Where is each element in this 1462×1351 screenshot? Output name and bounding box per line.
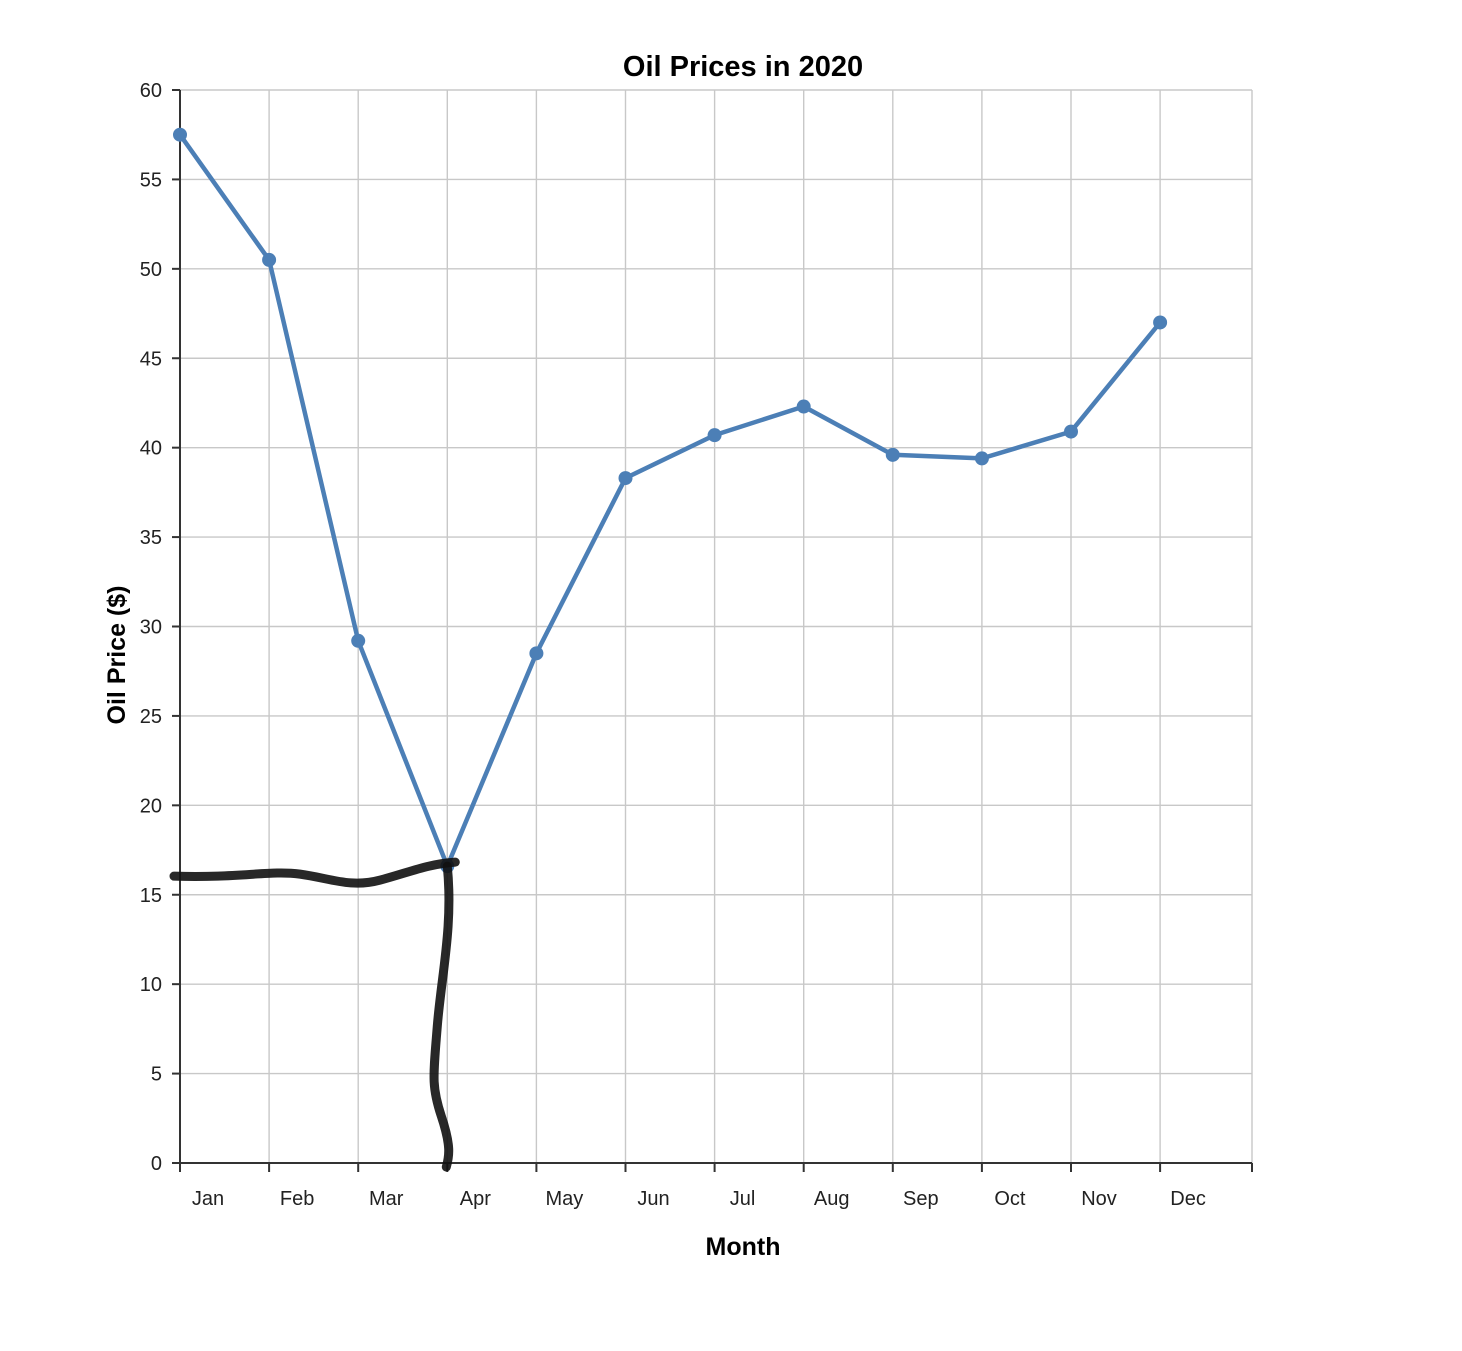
data-point	[173, 127, 187, 142]
hand-drawn-annotation	[169, 857, 460, 1172]
x-tick-label: Mar	[369, 1188, 404, 1210]
data-point	[707, 428, 722, 443]
data-point	[618, 471, 633, 486]
y-tick-label: 5	[151, 1064, 162, 1086]
x-tick-label: Feb	[280, 1188, 314, 1210]
x-tick-label: Sep	[903, 1188, 939, 1210]
y-tick-label: 60	[140, 80, 162, 102]
x-tick-label: Jun	[637, 1188, 669, 1210]
series-layer	[173, 127, 1168, 874]
y-tick-label: 15	[140, 885, 162, 907]
y-tick-label: 35	[140, 527, 162, 549]
y-tick-label: 20	[140, 795, 162, 817]
y-tick-label: 45	[140, 348, 162, 370]
x-tick-label: Jan	[192, 1188, 224, 1210]
y-tick-label: 50	[140, 259, 162, 281]
data-point	[1153, 315, 1168, 330]
y-tick-label: 30	[140, 617, 162, 639]
grid	[179, 89, 1253, 1164]
x-tick-label: Aug	[814, 1188, 850, 1210]
data-point	[262, 252, 277, 267]
chart-title: Oil Prices in 2020	[623, 51, 863, 83]
annotation-horizontal-stroke	[169, 857, 460, 888]
data-point	[796, 399, 811, 414]
x-tick-label: Dec	[1170, 1188, 1206, 1210]
y-tick-label: 25	[140, 706, 162, 728]
y-tick-label: 0	[151, 1153, 162, 1175]
data-point	[885, 447, 900, 462]
x-tick-label: Jul	[730, 1188, 756, 1210]
x-axis-title: Month	[706, 1233, 781, 1261]
y-tick-label: 55	[140, 169, 162, 191]
x-tick-label: May	[546, 1188, 584, 1210]
x-tick-label: Nov	[1081, 1188, 1117, 1210]
y-axis-title: Oil Price ($)	[103, 586, 131, 725]
y-tick-label: 40	[140, 438, 162, 460]
axes: 0 5 10 15 20 25 30 35 40 45 50 55 60 Jan Feb Mar Apr May J…	[140, 80, 1253, 1210]
data-point	[974, 451, 989, 466]
data-point	[529, 646, 544, 661]
data-point	[1064, 424, 1078, 439]
x-tick-label: Oct	[994, 1188, 1026, 1210]
annotation-vertical-stroke	[429, 861, 454, 1172]
series-line	[177, 132, 1163, 869]
data-point	[351, 633, 366, 648]
y-tick-label: 10	[140, 974, 162, 996]
x-tick-label: Apr	[460, 1188, 491, 1210]
